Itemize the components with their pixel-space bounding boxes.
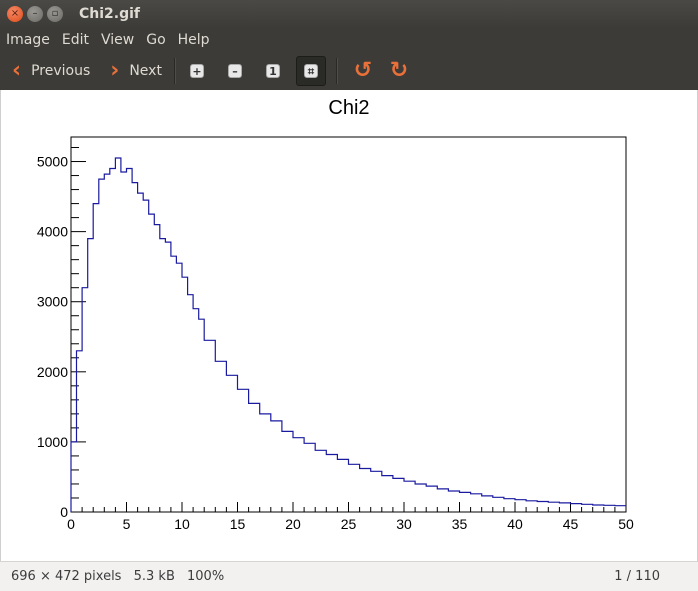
x-tick-label: 25 (341, 516, 357, 532)
x-tick-label: 20 (285, 516, 301, 532)
minimize-window-button[interactable]: – (27, 6, 43, 22)
title-bar: × – ▫ Chi2.gif (0, 0, 698, 28)
previous-button[interactable]: ‹ Previous (12, 56, 90, 86)
y-tick-label: 5000 (37, 154, 68, 170)
plot-frame (70, 136, 627, 513)
menu-go[interactable]: Go (146, 32, 166, 48)
menu-help[interactable]: Help (177, 32, 210, 48)
zoom-fit-icon: ⌗ (303, 64, 318, 78)
y-tick-label: 3000 (37, 294, 68, 310)
chi2-histogram-chart: Chi2 0 5 10 15 20 25 30 35 40 45 50 0 1000 2000 3000 40… (37, 97, 634, 532)
x-tick-label: 10 (174, 516, 190, 532)
rotate-right-button[interactable]: ↻ (384, 56, 414, 86)
next-label: Next (129, 63, 162, 79)
next-button[interactable]: › Next (110, 56, 162, 86)
image-canvas[interactable]: Chi2 0 5 10 15 20 25 30 35 40 45 50 0 1000 2000 3000 40… (0, 90, 698, 561)
menu-bar: Image Edit View Go Help (0, 28, 698, 52)
rotate-left-button[interactable]: ↺ (348, 56, 378, 86)
rotate-right-icon: ↻ (389, 58, 409, 83)
chevron-left-icon: ‹ (12, 58, 22, 83)
zoom-out-button[interactable]: – (220, 56, 250, 86)
zoom-normal-button[interactable]: 1 (258, 56, 288, 86)
status-bar: 696 × 472 pixels 5.3 kB 100% 1 / 110 (0, 561, 698, 591)
chart-title: Chi2 (328, 97, 369, 119)
toolbar-separator (335, 58, 338, 84)
y-tick-label: 1000 (37, 434, 68, 450)
zoom-normal-icon: 1 (265, 64, 280, 78)
axes: 0 5 10 15 20 25 30 35 40 45 50 0 1000 2000 3000 4000 500… (37, 147, 634, 532)
zoom-in-icon: + (189, 64, 204, 78)
menu-view[interactable]: View (100, 32, 135, 48)
chevron-right-icon: › (110, 58, 120, 83)
rotate-left-icon: ↺ (353, 58, 373, 83)
image-position: 1 / 110 (614, 569, 660, 584)
y-tick-label: 0 (60, 504, 68, 520)
x-tick-label: 0 (67, 516, 75, 532)
x-tick-label: 45 (563, 516, 579, 532)
window-title: Chi2.gif (79, 6, 141, 22)
x-tick-label: 5 (123, 516, 131, 532)
file-size: 5.3 kB (133, 569, 175, 584)
previous-label: Previous (31, 63, 91, 79)
x-tick-label: 15 (230, 516, 246, 532)
menu-edit[interactable]: Edit (61, 32, 89, 48)
toolbar: ‹ Previous › Next + – 1 ⌗ ↺ ↻ (0, 52, 698, 90)
maximize-window-button[interactable]: ▫ (47, 6, 63, 22)
y-tick-label: 2000 (37, 364, 68, 380)
close-window-button[interactable]: × (7, 6, 23, 22)
histogram-line (70, 157, 626, 512)
y-tick-label: 4000 (37, 224, 68, 240)
x-tick-label: 40 (507, 516, 523, 532)
x-tick-label: 30 (396, 516, 412, 532)
x-tick-label: 35 (452, 516, 468, 532)
menu-image[interactable]: Image (6, 32, 50, 48)
zoom-level: 100% (187, 569, 225, 584)
toolbar-separator (173, 58, 176, 84)
zoom-fit-button[interactable]: ⌗ (295, 56, 326, 86)
zoom-in-button[interactable]: + (182, 56, 212, 86)
zoom-out-icon: – (227, 64, 242, 78)
image-dimensions: 696 × 472 pixels (11, 569, 122, 584)
x-tick-label: 50 (618, 516, 634, 532)
